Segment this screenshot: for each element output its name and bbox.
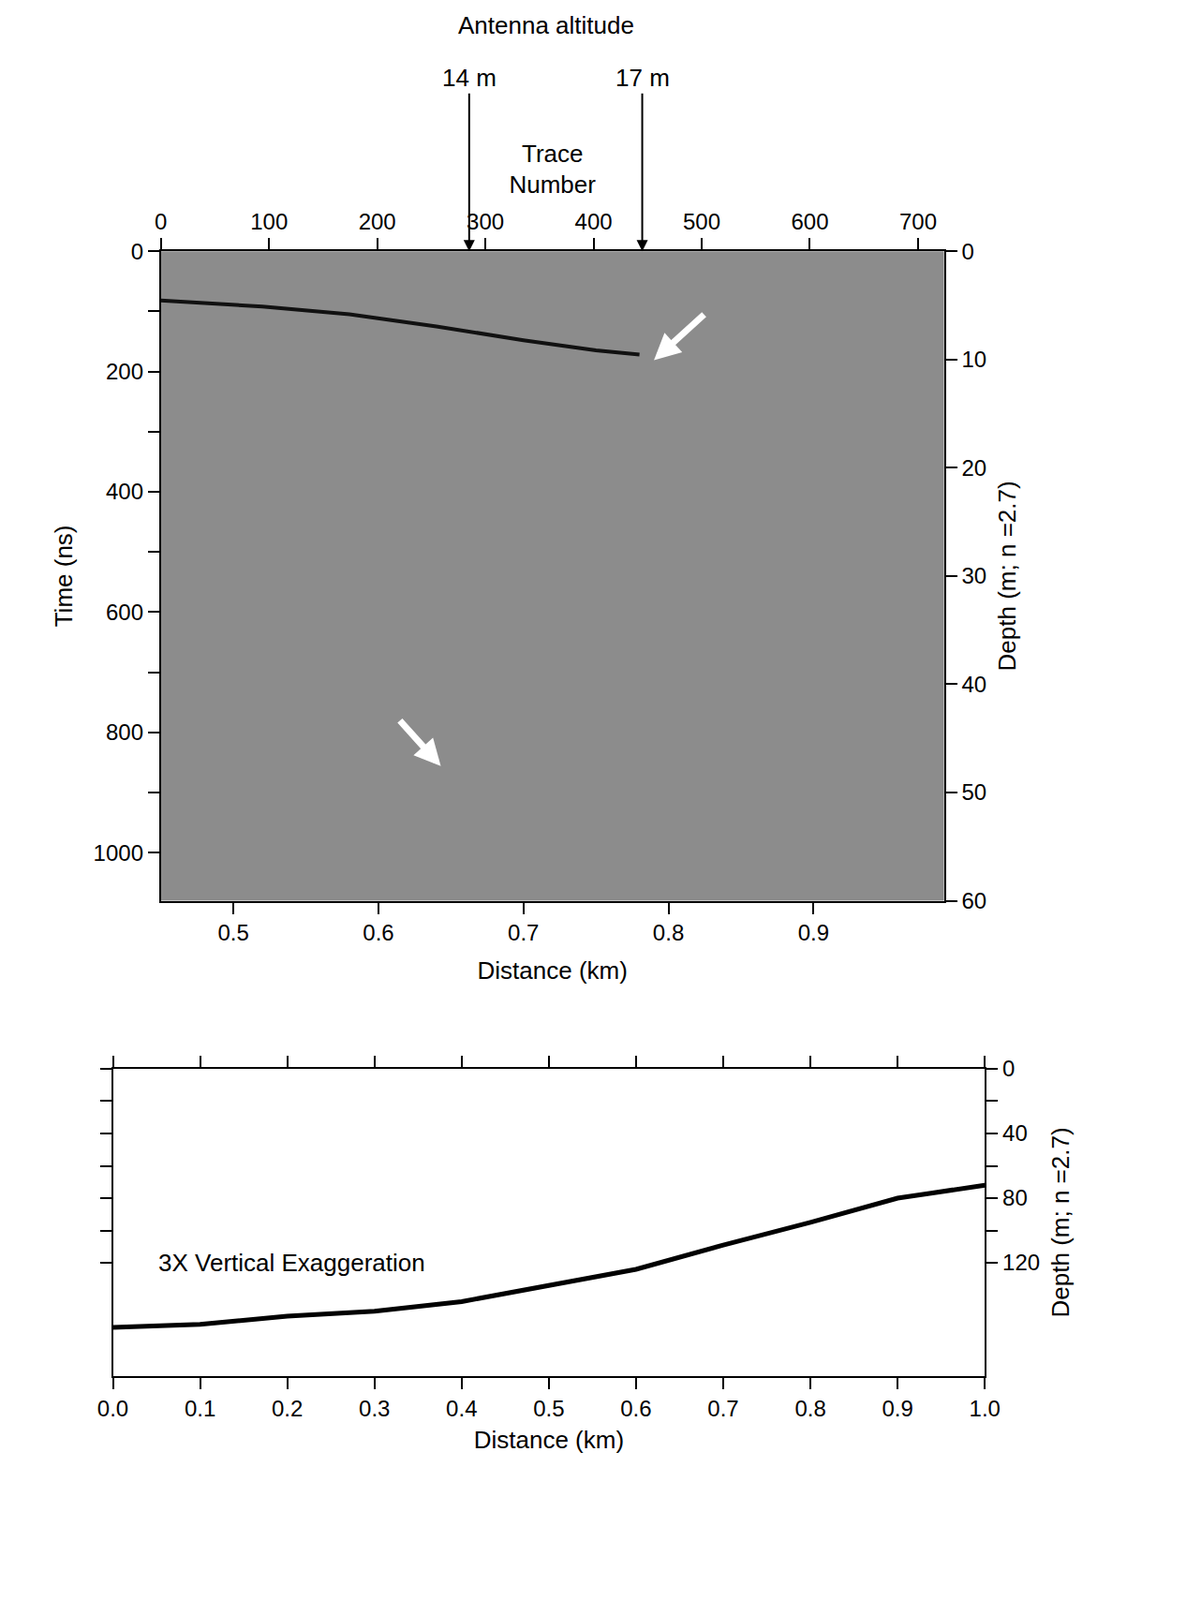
svg-text:300: 300 (466, 208, 505, 235)
svg-text:Distance (km): Distance (km) (474, 1425, 624, 1454)
svg-text:200: 200 (358, 208, 397, 235)
svg-text:10: 10 (961, 346, 987, 372)
svg-text:50: 50 (961, 779, 987, 805)
svg-text:0.9: 0.9 (881, 1395, 913, 1422)
svg-text:1000: 1000 (93, 840, 144, 866)
svg-text:30: 30 (961, 563, 987, 589)
svg-text:400: 400 (105, 478, 144, 505)
svg-text:0.8: 0.8 (652, 919, 684, 946)
svg-text:0.3: 0.3 (358, 1395, 390, 1422)
svg-text:1.0: 1.0 (969, 1395, 1001, 1422)
svg-text:60: 60 (961, 888, 987, 914)
svg-text:Depth (m; n =2.7): Depth (m; n =2.7) (1046, 1126, 1075, 1318)
svg-text:40: 40 (1002, 1120, 1028, 1146)
svg-text:600: 600 (105, 599, 144, 625)
svg-text:0.1: 0.1 (184, 1395, 216, 1422)
svg-text:0: 0 (961, 238, 974, 265)
svg-text:3X Vertical Exaggeration: 3X Vertical Exaggeration (158, 1248, 426, 1277)
svg-text:0.5: 0.5 (533, 1395, 564, 1422)
svg-text:Antenna altitude: Antenna altitude (458, 11, 635, 40)
svg-text:0.6: 0.6 (620, 1395, 652, 1422)
svg-text:Distance (km): Distance (km) (477, 956, 628, 985)
svg-text:80: 80 (1002, 1185, 1028, 1211)
svg-text:40: 40 (961, 671, 987, 697)
svg-text:120: 120 (1002, 1249, 1040, 1276)
svg-text:0.6: 0.6 (362, 919, 394, 946)
svg-text:0.0: 0.0 (97, 1395, 129, 1422)
svg-text:0.5: 0.5 (217, 919, 249, 946)
svg-text:800: 800 (105, 719, 144, 745)
svg-text:17 m: 17 m (615, 63, 670, 92)
svg-text:14 m: 14 m (442, 63, 497, 92)
svg-text:600: 600 (790, 208, 829, 235)
svg-text:0.9: 0.9 (798, 919, 830, 946)
svg-text:100: 100 (250, 208, 288, 235)
svg-text:0.4: 0.4 (445, 1395, 477, 1422)
svg-text:700: 700 (899, 208, 937, 235)
svg-text:0.7: 0.7 (507, 919, 539, 946)
svg-text:200: 200 (105, 358, 144, 385)
svg-text:20: 20 (961, 455, 987, 481)
svg-text:Depth (m; n =2.7): Depth (m; n =2.7) (993, 480, 1022, 671)
svg-text:0: 0 (154, 208, 167, 235)
svg-text:0: 0 (131, 238, 144, 265)
svg-text:400: 400 (575, 208, 613, 235)
svg-text:TraceNumber: TraceNumber (508, 139, 596, 200)
svg-text:0.8: 0.8 (794, 1395, 826, 1422)
svg-text:0.2: 0.2 (271, 1395, 303, 1422)
svg-text:500: 500 (682, 208, 721, 235)
svg-text:0: 0 (1002, 1055, 1015, 1082)
svg-text:Time (ns): Time (ns) (49, 524, 78, 627)
svg-text:0.7: 0.7 (707, 1395, 739, 1422)
